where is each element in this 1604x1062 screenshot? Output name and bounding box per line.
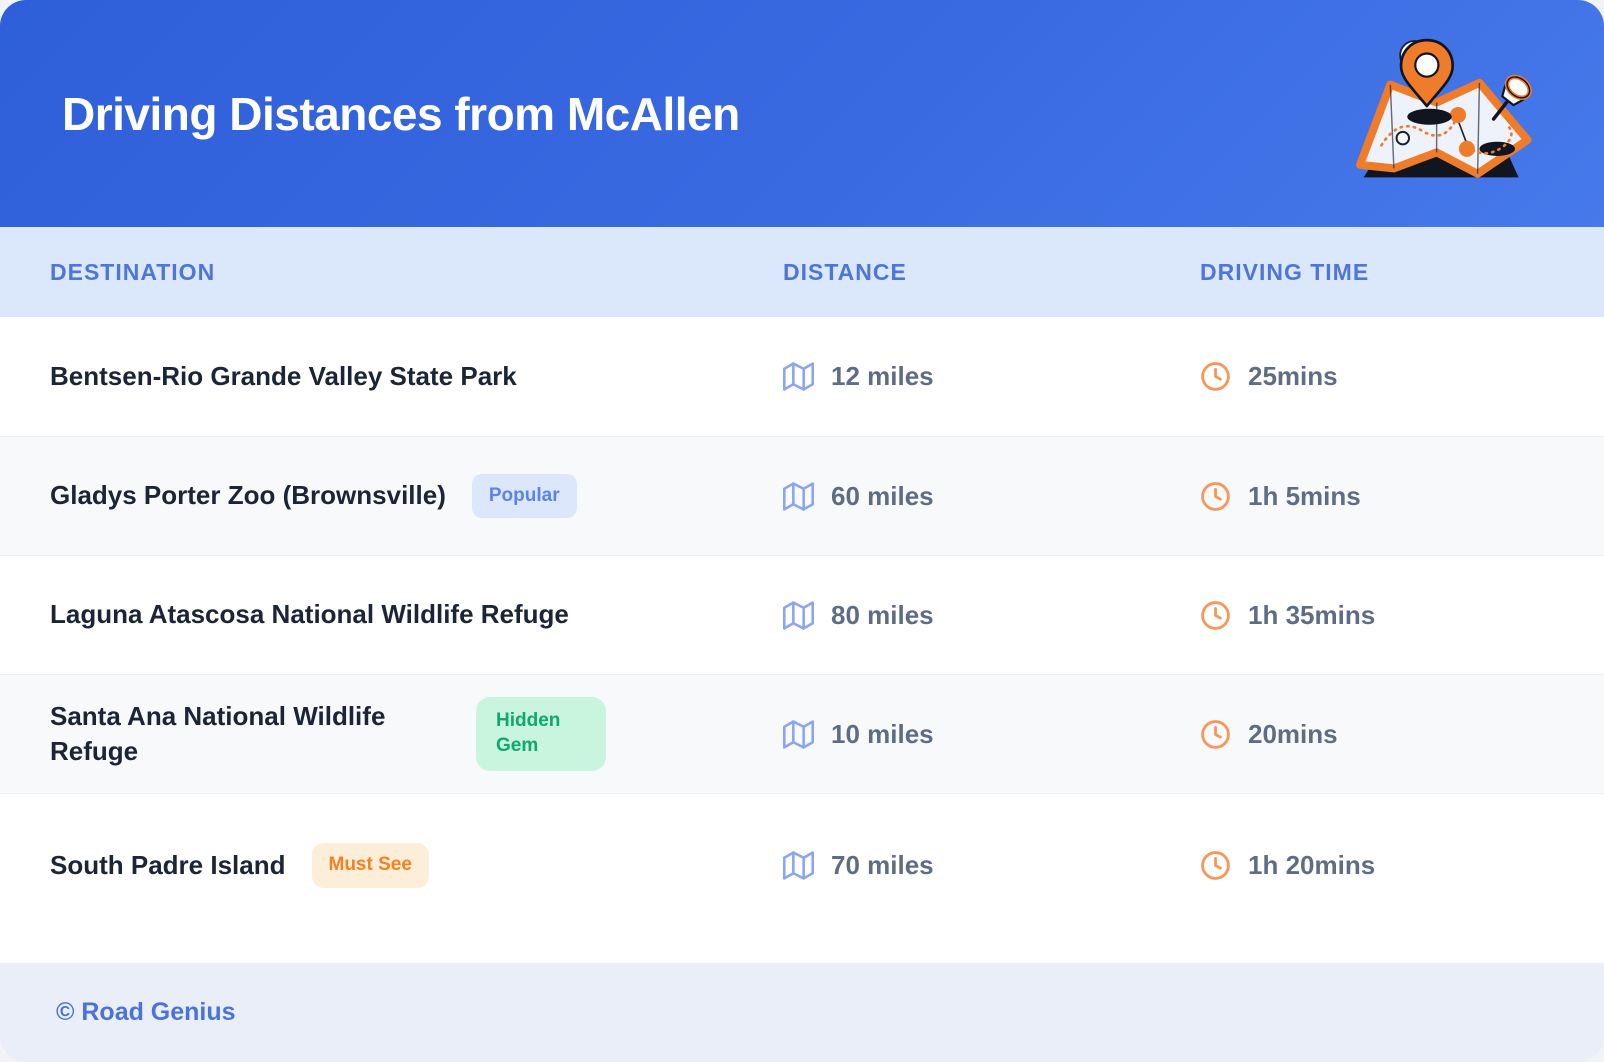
destination-name: Bentsen-Rio Grande Valley State Park — [50, 360, 517, 391]
table-body: Bentsen-Rio Grande Valley State Park 12 … — [0, 317, 1604, 963]
map-icon — [783, 850, 814, 881]
driving-time-cell: 20mins — [1200, 719, 1564, 750]
driving-time-cell: 1h 20mins — [1200, 850, 1564, 881]
card-header: Driving Distances from McAllen — [0, 0, 1604, 227]
card-footer: © Road Genius — [0, 963, 1604, 1062]
clock-icon — [1200, 719, 1231, 750]
copyright-text: © Road Genius — [56, 998, 236, 1026]
distance-value: 60 miles — [831, 480, 934, 511]
distance-value: 70 miles — [831, 850, 934, 880]
driving-time-cell: 1h 5mins — [1200, 481, 1564, 512]
map-illustration-icon — [1344, 33, 1540, 195]
table-row: Laguna Atascosa National Wildlife Refuge… — [0, 555, 1604, 674]
destination-name: Santa Ana National Wildlife Refuge — [50, 700, 386, 766]
driving-time-cell: 25mins — [1200, 361, 1564, 392]
column-header-distance: DISTANCE — [783, 258, 907, 285]
status-badge-must-see: Must See — [311, 843, 429, 888]
table-row: Bentsen-Rio Grande Valley State Park 12 … — [0, 317, 1604, 436]
map-icon — [783, 600, 814, 631]
driving-time-cell: 1h 35mins — [1200, 600, 1564, 631]
destination-cell: Laguna Atascosa National Wildlife Refuge — [50, 597, 783, 632]
status-badge-popular: Popular — [471, 473, 577, 519]
distance-value: 10 miles — [831, 718, 934, 749]
destination-name: Gladys Porter Zoo (Brownsville) — [50, 480, 446, 511]
distance-value: 12 miles — [831, 361, 934, 391]
driving-time-value: 1h 35mins — [1248, 599, 1376, 630]
table-row: Gladys Porter Zoo (Brownsville) Popular … — [0, 436, 1604, 555]
clock-icon — [1200, 850, 1231, 881]
distance-cell: 12 miles — [783, 361, 1200, 392]
clock-icon — [1200, 361, 1231, 392]
driving-time-value: 20mins — [1248, 718, 1338, 749]
map-icon — [783, 719, 814, 750]
distance-cell: 70 miles — [783, 850, 1200, 881]
map-icon — [783, 361, 814, 392]
destination-name: Laguna Atascosa National Wildlife Refuge — [50, 599, 569, 630]
table-row: South Padre Island Must See 70 miles 1h … — [0, 793, 1604, 937]
driving-time-value: 1h 20mins — [1248, 850, 1376, 880]
map-icon — [783, 481, 814, 512]
destination-cell: South Padre Island Must See — [50, 843, 783, 888]
column-header-destination: DESTINATION — [50, 258, 216, 285]
table-row: Santa Ana National Wildlife Refuge Hidde… — [0, 674, 1604, 793]
distance-value: 80 miles — [831, 599, 934, 630]
driving-time-value: 1h 5mins — [1248, 480, 1361, 511]
column-header-driving-time: DRIVING TIME — [1200, 258, 1370, 285]
destination-name: South Padre Island — [50, 849, 286, 880]
driving-time-value: 25mins — [1248, 361, 1338, 391]
distance-cell: 10 miles — [783, 719, 1200, 750]
clock-icon — [1200, 600, 1231, 631]
destination-cell: Santa Ana National Wildlife Refuge Hidde… — [50, 697, 783, 771]
status-badge-hidden-gem: Hidden Gem — [476, 697, 606, 771]
distance-cell: 80 miles — [783, 600, 1200, 631]
destination-cell: Gladys Porter Zoo (Brownsville) Popular — [50, 473, 783, 519]
table-header-row: DESTINATION DISTANCE DRIVING TIME — [0, 227, 1604, 317]
distance-cell: 60 miles — [783, 481, 1200, 512]
page-title: Driving Distances from McAllen — [62, 87, 740, 140]
clock-icon — [1200, 481, 1231, 512]
destination-cell: Bentsen-Rio Grande Valley State Park — [50, 359, 783, 394]
